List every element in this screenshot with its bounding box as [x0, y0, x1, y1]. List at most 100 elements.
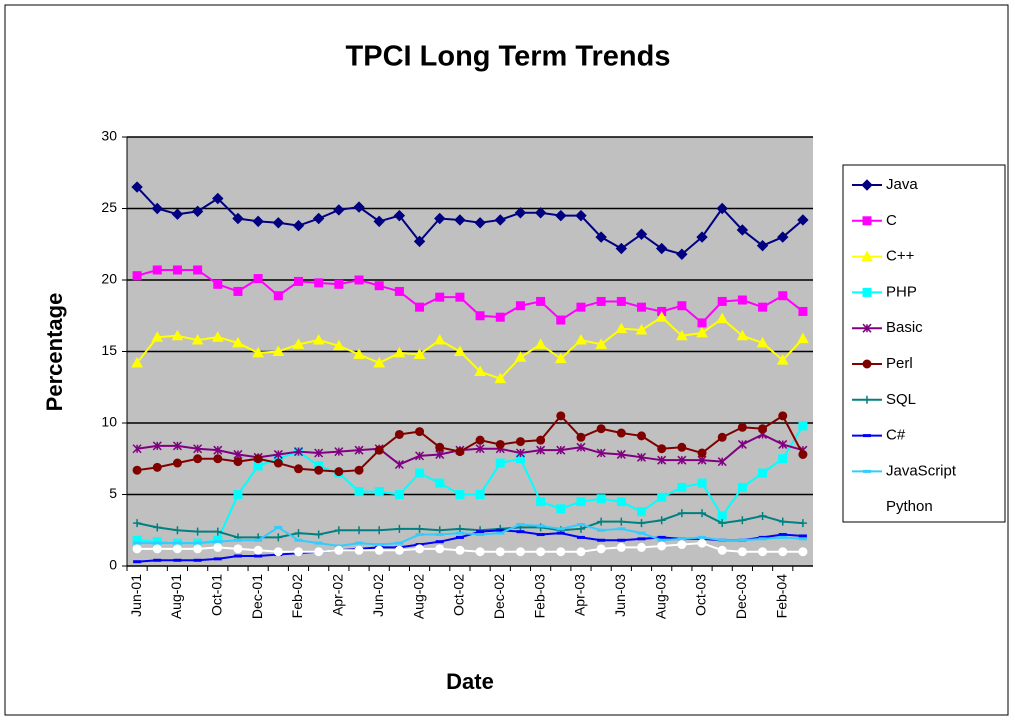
data-point	[273, 449, 283, 459]
data-point	[495, 458, 505, 468]
legend-label: JavaScript	[886, 462, 957, 479]
data-point	[151, 202, 163, 215]
data-point	[273, 291, 283, 301]
data-point	[455, 490, 465, 499]
y-tick-label: 10	[101, 414, 117, 430]
data-point	[635, 228, 648, 240]
data-point	[657, 541, 667, 551]
legend-label: C	[886, 212, 897, 229]
data-point	[534, 338, 547, 349]
data-point	[596, 544, 606, 554]
data-point	[334, 447, 344, 457]
data-point	[173, 526, 182, 535]
data-point	[435, 544, 445, 554]
data-point	[596, 494, 606, 504]
legend-marker	[862, 216, 872, 226]
legend-label: Basic	[886, 319, 923, 336]
series-line	[136, 186, 804, 256]
legend-marker	[863, 395, 871, 404]
data-point	[758, 424, 768, 434]
data-point	[152, 462, 162, 472]
data-point	[395, 524, 404, 533]
data-point	[171, 329, 184, 341]
data-point	[454, 345, 466, 356]
series-line	[137, 523, 803, 547]
x-tick-label: Feb-02	[289, 574, 305, 619]
data-point	[797, 332, 809, 344]
data-point	[736, 329, 749, 341]
data-point	[233, 544, 243, 554]
data-point	[252, 215, 264, 228]
data-point	[616, 497, 626, 507]
data-point	[596, 448, 606, 458]
data-point	[615, 242, 628, 255]
data-point	[434, 212, 446, 225]
data-point	[415, 544, 425, 554]
data-point	[152, 441, 162, 451]
data-point	[172, 458, 182, 468]
data-point	[393, 346, 406, 358]
data-point	[435, 442, 445, 452]
data-point	[354, 445, 364, 455]
data-point	[312, 212, 325, 225]
data-point	[294, 276, 303, 286]
legend-label: Java	[886, 176, 918, 193]
chart-title: TPCI Long Term Trends	[346, 41, 671, 73]
data-point	[211, 331, 224, 342]
data-point	[193, 527, 202, 536]
data-point	[294, 529, 303, 538]
data-point	[132, 465, 142, 475]
data-point	[292, 219, 305, 232]
legend-marker	[861, 250, 873, 262]
legend-marker	[862, 323, 872, 333]
data-point	[133, 519, 142, 528]
data-point	[657, 516, 666, 525]
data-point	[253, 545, 263, 555]
data-point	[536, 547, 546, 557]
data-point	[415, 302, 425, 312]
data-point	[454, 214, 466, 226]
data-point	[172, 265, 182, 275]
data-point	[637, 431, 646, 441]
x-tick-label: Dec-02	[491, 574, 507, 619]
data-point	[697, 448, 707, 458]
data-point	[677, 482, 687, 492]
data-point	[555, 209, 567, 222]
data-point	[576, 442, 586, 452]
data-point	[314, 278, 324, 288]
data-point	[233, 286, 243, 296]
data-point	[475, 547, 485, 557]
data-point	[193, 444, 203, 454]
data-point	[413, 235, 426, 248]
data-point	[213, 454, 223, 464]
data-point	[495, 547, 505, 557]
series-line	[137, 425, 804, 545]
y-tick-label: 25	[101, 199, 117, 215]
data-point	[232, 212, 244, 225]
data-point	[171, 208, 184, 220]
data-point	[212, 192, 224, 205]
legend-label: SQL	[886, 391, 916, 408]
data-point	[474, 365, 486, 377]
data-point	[415, 427, 425, 437]
data-point	[575, 334, 587, 345]
data-point	[677, 301, 687, 311]
data-point	[494, 372, 507, 384]
data-point	[474, 217, 486, 229]
data-point	[696, 231, 708, 243]
data-point	[655, 311, 668, 322]
data-point	[777, 231, 789, 243]
data-point	[132, 544, 142, 554]
data-point	[253, 274, 263, 284]
data-point	[193, 454, 203, 464]
data-point	[676, 329, 688, 341]
data-point	[738, 516, 747, 525]
data-point	[132, 444, 142, 454]
data-point	[274, 533, 283, 542]
data-point	[798, 519, 807, 528]
data-point	[657, 444, 667, 454]
data-point	[717, 432, 727, 442]
data-point	[373, 356, 386, 368]
x-tick-label: Aug-01	[168, 574, 184, 619]
